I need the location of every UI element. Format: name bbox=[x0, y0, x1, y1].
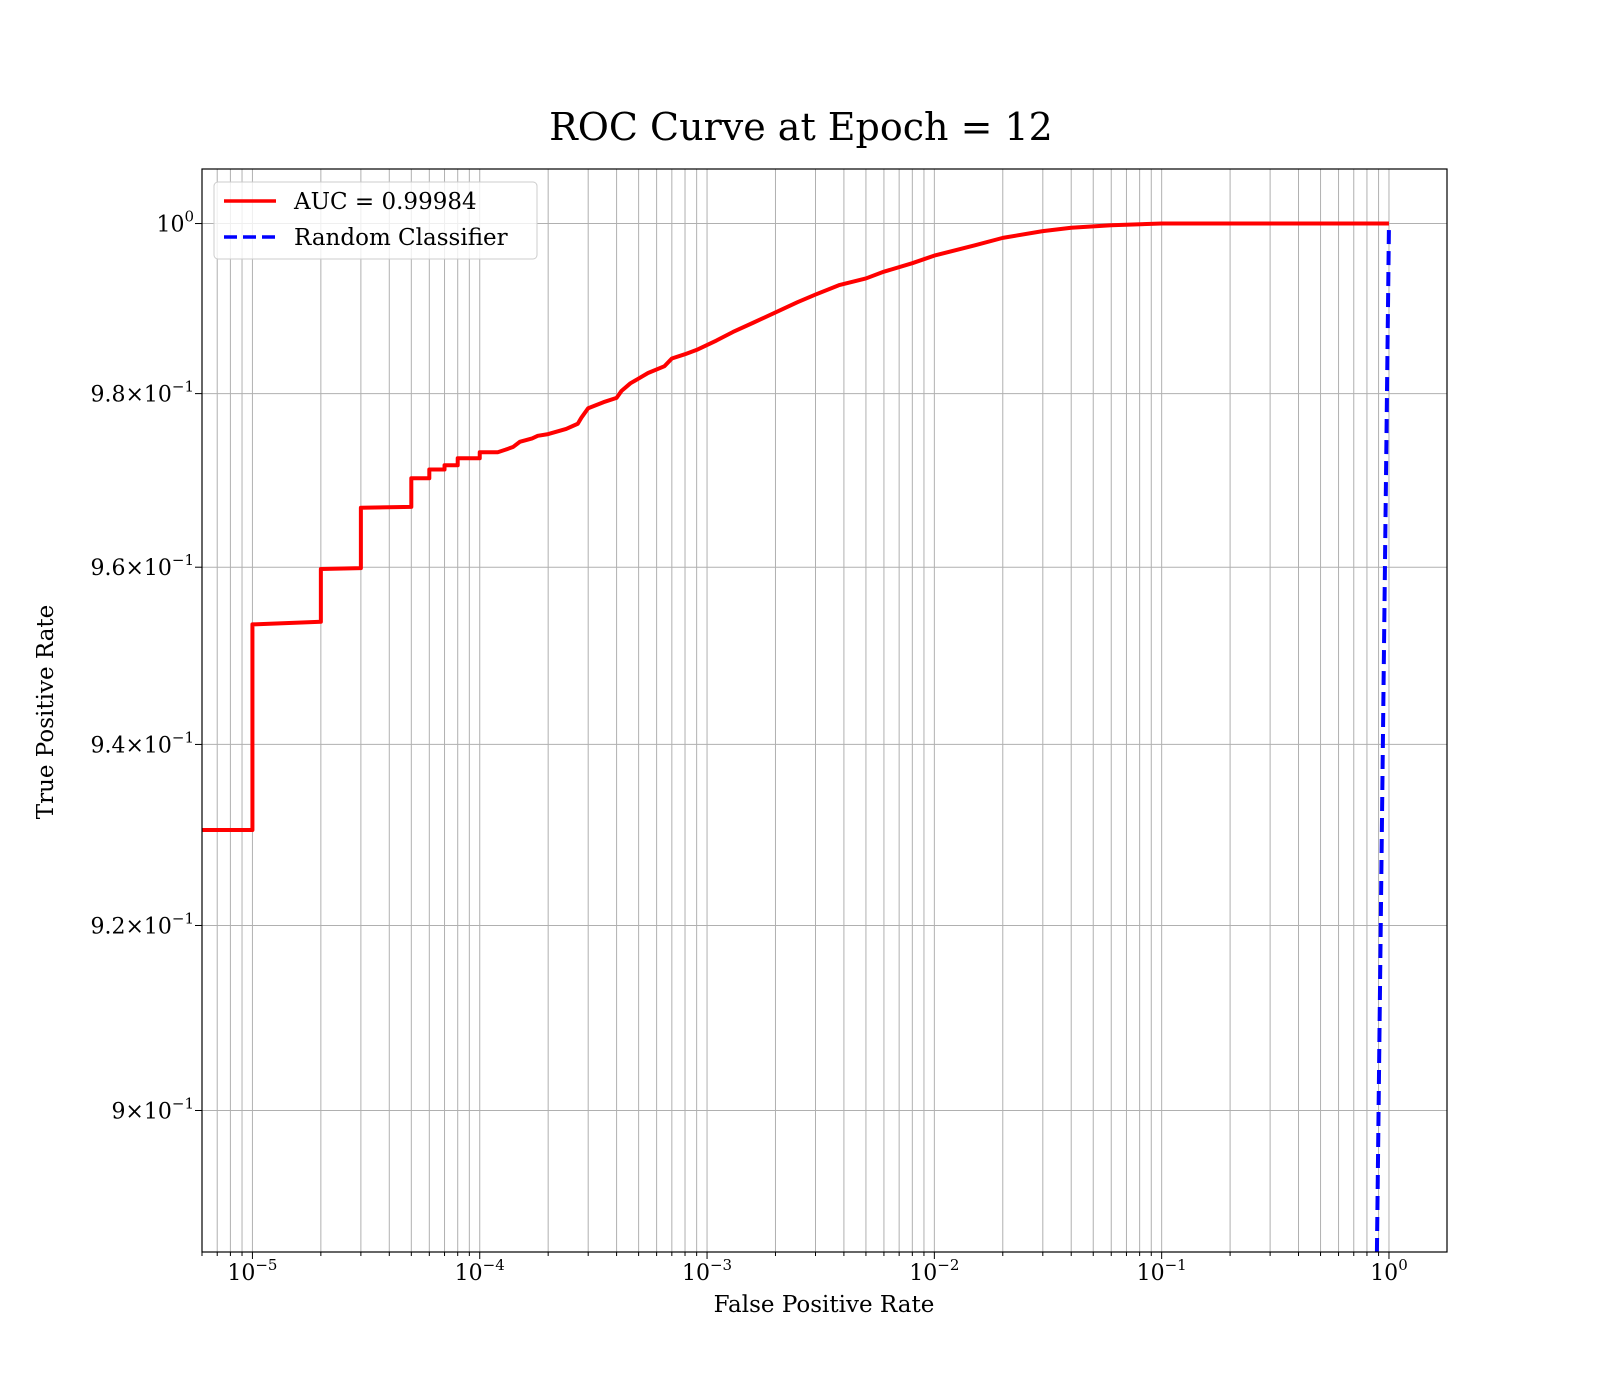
x-tick-label: 10−3 bbox=[682, 1256, 732, 1286]
x-tick-label: 100 bbox=[1370, 1256, 1408, 1286]
y-tick-label: 9.2×10−1 bbox=[90, 909, 194, 939]
plot-frame bbox=[201, 168, 1448, 1253]
y-tick-label: 9×10−1 bbox=[111, 1095, 194, 1125]
y-tick-label: 100 bbox=[156, 208, 194, 238]
grid bbox=[201, 169, 1447, 1252]
y-tick-label: 9.4×10−1 bbox=[90, 728, 194, 758]
x-tick-label: 10−2 bbox=[909, 1256, 959, 1286]
y-tick-label: 9.8×10−1 bbox=[90, 378, 194, 408]
roc-curve-line bbox=[202, 221, 1389, 832]
chart-title: ROC Curve at Epoch = 12 bbox=[549, 105, 1053, 149]
legend-label-random: Random Classifier bbox=[294, 225, 508, 251]
y-axis-label: True Positive Rate bbox=[33, 605, 59, 820]
x-tick-label: 10−4 bbox=[455, 1256, 505, 1286]
x-tick-label: 10−1 bbox=[1137, 1256, 1187, 1286]
y-tick-label: 9.6×10−1 bbox=[90, 551, 194, 581]
axis-ticks: 10−5 10−4 10−3 10−2 10−1 100 9×10−1 9.2×10−1 9.4… bbox=[90, 208, 1407, 1286]
legend-box bbox=[213, 181, 538, 260]
x-tick-label: 10−5 bbox=[227, 1256, 277, 1286]
legend: AUC = 0.99984 Random Classifier bbox=[213, 181, 538, 260]
legend-label-auc: AUC = 0.99984 bbox=[293, 189, 477, 215]
random-classifier-line bbox=[1374, 223, 1391, 1252]
x-axis-label: False Positive Rate bbox=[714, 1292, 935, 1318]
series bbox=[202, 221, 1391, 1252]
